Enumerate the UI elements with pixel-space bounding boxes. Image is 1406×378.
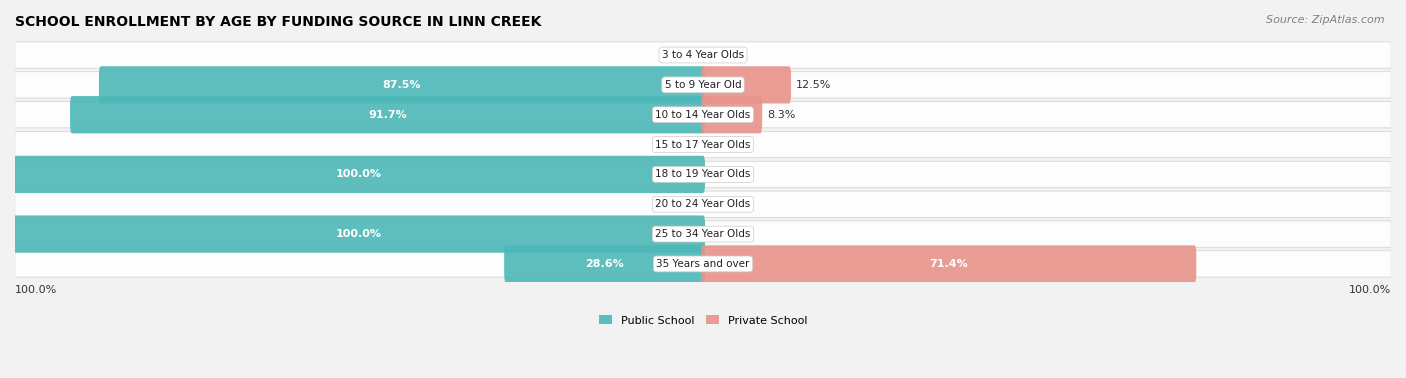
Text: 87.5%: 87.5% (382, 80, 422, 90)
Legend: Public School, Private School: Public School, Private School (595, 311, 811, 330)
FancyBboxPatch shape (702, 66, 792, 104)
FancyBboxPatch shape (15, 72, 1391, 98)
Text: Source: ZipAtlas.com: Source: ZipAtlas.com (1267, 15, 1385, 25)
Text: 100.0%: 100.0% (336, 229, 382, 239)
Text: 0.0%: 0.0% (717, 50, 745, 60)
FancyBboxPatch shape (13, 215, 704, 253)
FancyBboxPatch shape (702, 96, 762, 133)
Text: SCHOOL ENROLLMENT BY AGE BY FUNDING SOURCE IN LINN CREEK: SCHOOL ENROLLMENT BY AGE BY FUNDING SOUR… (15, 15, 541, 29)
FancyBboxPatch shape (505, 245, 704, 283)
FancyBboxPatch shape (702, 245, 1197, 283)
Text: 0.0%: 0.0% (717, 169, 745, 180)
FancyBboxPatch shape (15, 191, 1391, 217)
Text: 100.0%: 100.0% (15, 285, 58, 296)
Text: 28.6%: 28.6% (585, 259, 624, 269)
FancyBboxPatch shape (15, 102, 1391, 128)
FancyBboxPatch shape (15, 42, 1391, 68)
FancyBboxPatch shape (98, 66, 704, 104)
Text: 0.0%: 0.0% (717, 229, 745, 239)
Text: 20 to 24 Year Olds: 20 to 24 Year Olds (655, 199, 751, 209)
FancyBboxPatch shape (15, 132, 1391, 158)
Text: 15 to 17 Year Olds: 15 to 17 Year Olds (655, 139, 751, 150)
Text: 0.0%: 0.0% (661, 139, 689, 150)
Text: 0.0%: 0.0% (717, 199, 745, 209)
Text: 71.4%: 71.4% (929, 259, 967, 269)
Text: 0.0%: 0.0% (661, 199, 689, 209)
Text: 5 to 9 Year Old: 5 to 9 Year Old (665, 80, 741, 90)
Text: 10 to 14 Year Olds: 10 to 14 Year Olds (655, 110, 751, 120)
Text: 25 to 34 Year Olds: 25 to 34 Year Olds (655, 229, 751, 239)
Text: 100.0%: 100.0% (336, 169, 382, 180)
Text: 18 to 19 Year Olds: 18 to 19 Year Olds (655, 169, 751, 180)
Text: 35 Years and over: 35 Years and over (657, 259, 749, 269)
Text: 91.7%: 91.7% (368, 110, 406, 120)
Text: 0.0%: 0.0% (661, 50, 689, 60)
FancyBboxPatch shape (70, 96, 704, 133)
Text: 3 to 4 Year Olds: 3 to 4 Year Olds (662, 50, 744, 60)
FancyBboxPatch shape (15, 251, 1391, 277)
FancyBboxPatch shape (15, 221, 1391, 247)
Text: 100.0%: 100.0% (1348, 285, 1391, 296)
FancyBboxPatch shape (15, 161, 1391, 187)
Text: 8.3%: 8.3% (768, 110, 796, 120)
Text: 12.5%: 12.5% (796, 80, 831, 90)
FancyBboxPatch shape (13, 156, 704, 193)
Text: 0.0%: 0.0% (717, 139, 745, 150)
